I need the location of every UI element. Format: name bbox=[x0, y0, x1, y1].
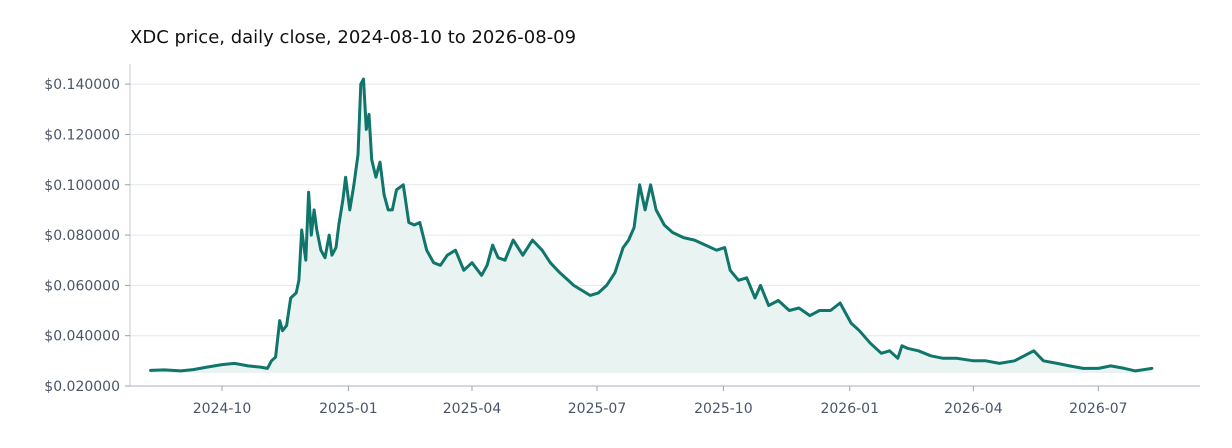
x-tick-label: 2025-07 bbox=[568, 401, 627, 417]
x-tick-label: 2024-10 bbox=[193, 401, 252, 417]
y-tick-label: $0.080000 bbox=[44, 228, 120, 244]
x-tick-label: 2025-10 bbox=[694, 401, 753, 417]
x-tick-label: 2026-07 bbox=[1069, 401, 1128, 417]
x-tick-label: 2025-04 bbox=[443, 401, 502, 417]
y-tick-label: $0.020000 bbox=[44, 379, 120, 395]
x-tick-label: 2026-04 bbox=[944, 401, 1003, 417]
price-line bbox=[149, 77, 1154, 373]
chart-title: XDC price, daily close, 2024-08-10 to 20… bbox=[130, 27, 577, 48]
price-area-fill bbox=[150, 79, 1152, 373]
y-tick-label: $0.040000 bbox=[44, 329, 120, 345]
y-tick-label: $0.060000 bbox=[44, 278, 120, 294]
y-tick-label: $0.100000 bbox=[44, 178, 120, 194]
x-axis-ticks: 2024-10 2025-01 2025-04 2025-07 2025-10 2026-… bbox=[193, 386, 1128, 417]
x-tick-label: 2025-01 bbox=[319, 401, 378, 417]
y-tick-label: $0.120000 bbox=[44, 127, 120, 143]
y-tick-label: $0.140000 bbox=[44, 77, 120, 93]
x-tick-label: 2026-01 bbox=[820, 401, 879, 417]
y-axis-ticks: $0.020000 $0.040000 $0.060000 $0.080000 $0.1… bbox=[44, 77, 130, 395]
